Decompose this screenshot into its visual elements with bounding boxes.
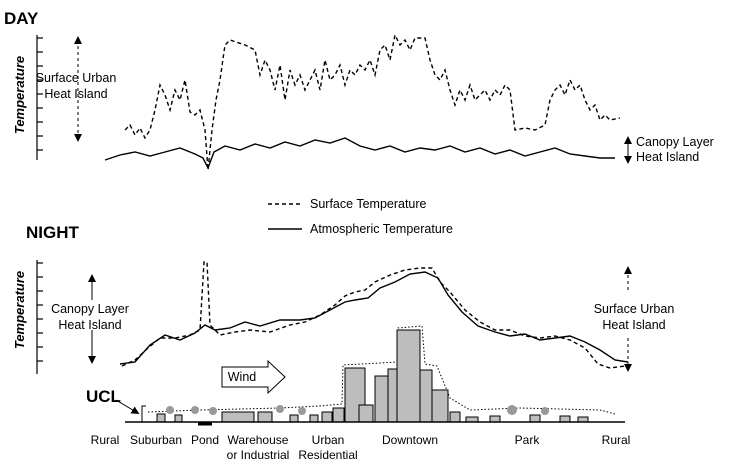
night-right-label: Surface Urban Heat Island bbox=[594, 302, 675, 332]
zone-label: Rural bbox=[91, 433, 120, 447]
day-axis bbox=[36, 35, 43, 160]
day-left-label: Surface Urban Heat Island bbox=[36, 71, 117, 101]
day-right-label: Canopy Layer Heat Island bbox=[636, 135, 714, 164]
zone-label: Downtown bbox=[382, 433, 438, 447]
ucl-label: UCL bbox=[86, 387, 121, 406]
day-surface-curve bbox=[124, 32, 621, 171]
zone-labels: Rural Suburban Pond Warehouse or Industri… bbox=[91, 433, 631, 462]
night-surface-curve bbox=[121, 261, 626, 369]
day-y-label: Temperature bbox=[12, 56, 27, 134]
wind-arrow bbox=[221, 359, 286, 395]
zone-label: Rural bbox=[602, 433, 631, 447]
zone-label: Urban Residential bbox=[298, 433, 357, 462]
zone-label: Park bbox=[515, 433, 541, 447]
day-title: DAY bbox=[4, 9, 39, 28]
night-left-label: Canopy Layer Heat Island bbox=[51, 302, 129, 332]
night-axis bbox=[36, 260, 43, 374]
zone-label: Suburban bbox=[130, 433, 182, 447]
zone-label: Warehouse or Industrial bbox=[227, 433, 290, 462]
night-y-label: Temperature bbox=[12, 271, 27, 349]
zone-label: Pond bbox=[191, 433, 219, 447]
day-atmospheric-curve bbox=[104, 137, 615, 170]
legend-label: Surface Temperature bbox=[310, 197, 427, 211]
ucl-bracket bbox=[141, 405, 146, 423]
buildings bbox=[156, 329, 589, 423]
legend-label: Atmospheric Temperature bbox=[310, 222, 453, 236]
night-atmospheric-curve bbox=[119, 271, 629, 365]
night-title: NIGHT bbox=[26, 223, 80, 242]
wind-label: Wind bbox=[228, 370, 257, 384]
ucl-envelope bbox=[147, 325, 616, 415]
ucl-arrow bbox=[115, 399, 140, 415]
